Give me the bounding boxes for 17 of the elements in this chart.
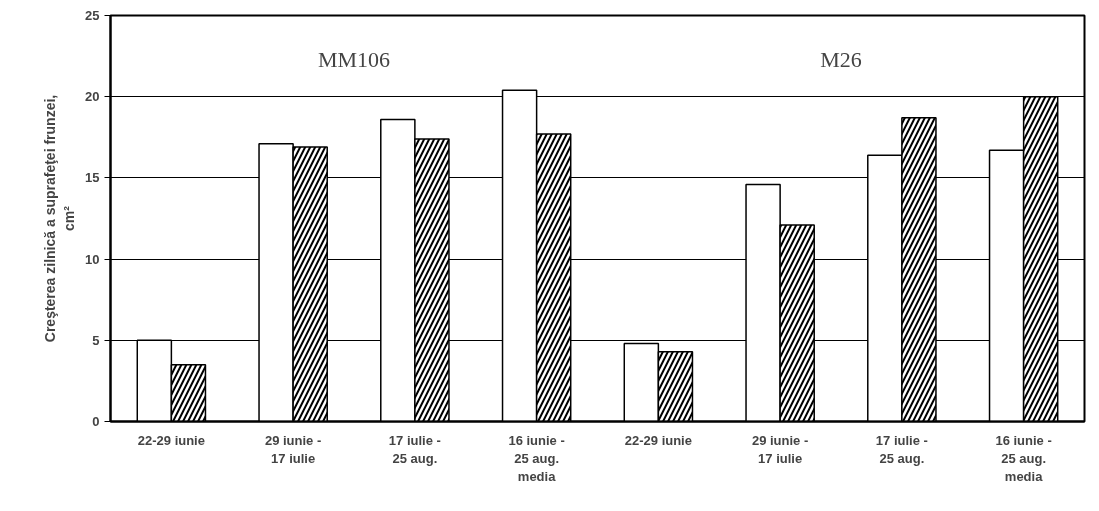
- annotation: MM106: [317, 47, 391, 73]
- x-tick-label: 29 iunie - 17 iulie: [264, 432, 322, 466]
- x-tick-label: 17 iulie - 25 aug.: [875, 432, 928, 466]
- x-tick-label: 16 iunie - 25 aug. media: [995, 432, 1052, 484]
- x-tick-label: 22-29 iunie: [624, 432, 692, 448]
- y-axis-title: Creşterea zilnică a suprafeţei frunzei, cm²: [41, 94, 78, 343]
- annotation: M26: [820, 47, 862, 73]
- x-tick-label: 22-29 iunie: [137, 432, 205, 448]
- x-tick-label: 29 iunie - 17 iulie: [751, 432, 809, 466]
- y-tick-label: 15: [85, 170, 100, 186]
- y-tick-label: 20: [85, 89, 100, 105]
- y-tick-label: 5: [92, 332, 100, 348]
- y-tick-label: 10: [85, 251, 100, 267]
- y-tick-label: 0: [92, 414, 100, 429]
- y-tick-label: 25: [85, 8, 100, 23]
- x-tick-label: 17 iulie - 25 aug.: [388, 432, 441, 466]
- x-tick-label: 16 iunie - 25 aug. media: [508, 432, 565, 484]
